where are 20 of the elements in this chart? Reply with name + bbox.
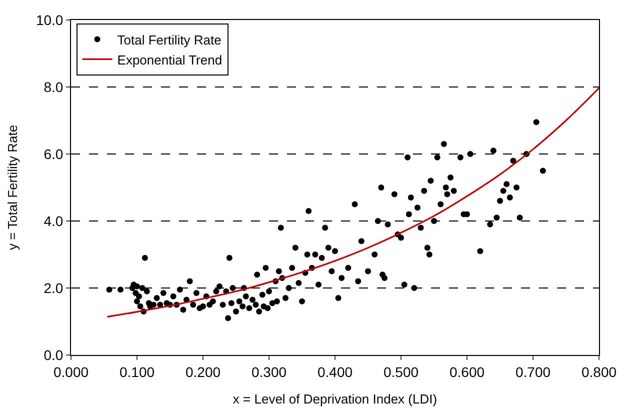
y-tick-label: 0.0	[44, 346, 64, 363]
x-axis-title: x = Level of Deprivation Index (LDI)	[232, 391, 438, 406]
x-tick-label: 0.500	[383, 364, 419, 380]
x-tick-label: 0.400	[317, 364, 353, 380]
x-tick-label: 0.000	[53, 364, 89, 380]
legend-label: Total Fertility Rate	[117, 32, 222, 48]
y-tick-label: 6.0	[44, 146, 64, 162]
y-tick-label: 2.0	[44, 280, 64, 296]
x-tick-label: 0.300	[251, 364, 287, 380]
line-series	[106, 87, 599, 318]
legend-label: Exponential Trend	[117, 52, 222, 68]
x-tick-label: 0.600	[449, 364, 485, 380]
x-tick-label: 0.100	[119, 364, 155, 380]
y-tick-label: 4.0	[44, 212, 64, 229]
y-tick-label: 8.0	[44, 78, 64, 95]
y-axis-title: y = Total Fertility Rate	[4, 124, 20, 250]
y-tick-label: 10.0	[36, 12, 64, 28]
x-tick-label: 0.200	[185, 364, 221, 380]
x-tick-label: 0.800	[581, 364, 617, 380]
x-tick-label: 0.700	[515, 364, 551, 380]
